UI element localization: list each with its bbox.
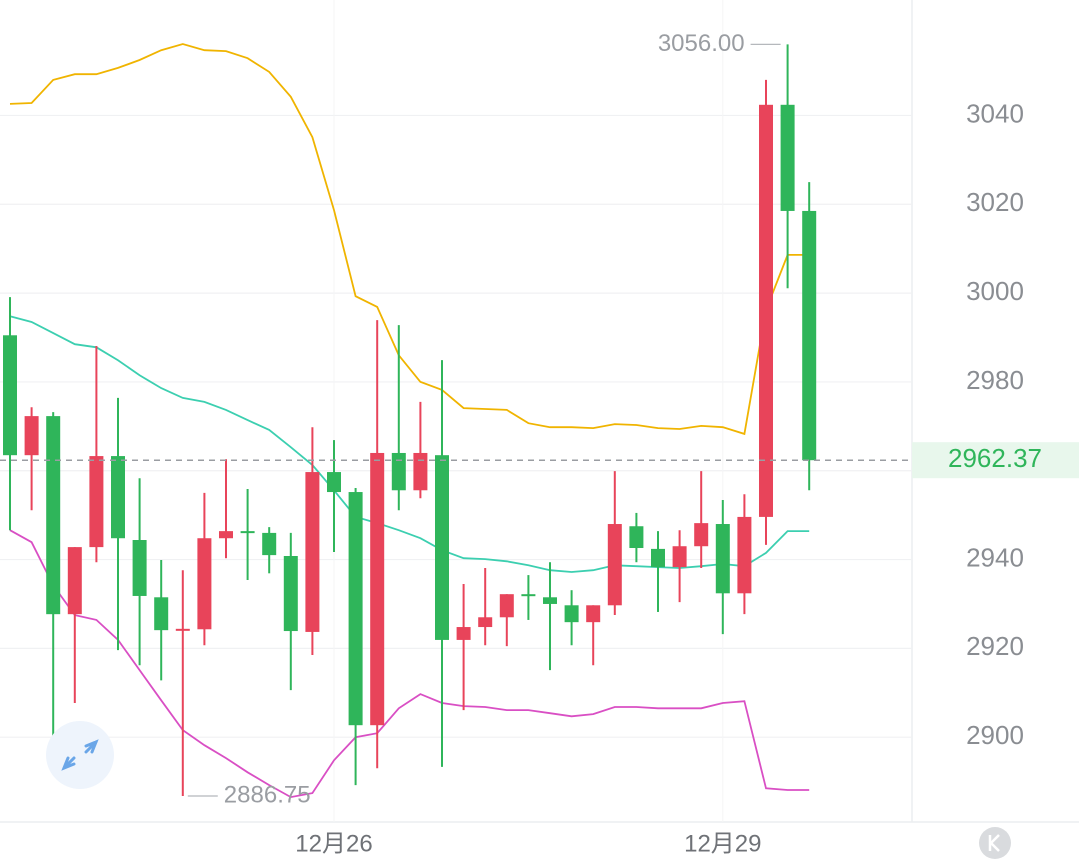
candle-body — [802, 210, 817, 461]
candle-body — [499, 594, 514, 618]
candle-body — [89, 456, 104, 548]
candle-body — [24, 416, 39, 456]
candle-body — [651, 548, 665, 568]
band-line — [9, 43, 810, 436]
y-tick-label: 3040 — [966, 98, 1024, 128]
y-tick-label: 2900 — [966, 720, 1024, 750]
high-annotation: 3056.00 — [658, 30, 745, 57]
candle-body — [175, 628, 190, 631]
x-tick-label: 12月26 — [295, 830, 372, 857]
y-tick-label: 2980 — [966, 365, 1024, 395]
candle-body — [197, 538, 212, 630]
candle-body — [435, 455, 449, 640]
candle-body — [283, 555, 298, 632]
k-button-bg — [979, 827, 1011, 859]
candle-body — [478, 617, 493, 628]
candle-body — [67, 547, 82, 615]
candle-body — [240, 531, 255, 534]
candle-body — [413, 452, 428, 491]
candle-body — [694, 523, 709, 547]
expand-button-bg — [46, 721, 114, 789]
candle-body — [348, 492, 363, 726]
candle-body — [456, 627, 471, 640]
candle-body — [672, 546, 687, 568]
expand-icon — [61, 739, 99, 771]
candle-body — [629, 526, 644, 549]
candle-body — [262, 532, 277, 556]
candle-body — [564, 605, 579, 623]
candle-body — [759, 104, 773, 517]
candle-body — [737, 516, 752, 594]
band-line — [9, 529, 810, 799]
y-tick-label: 3000 — [966, 276, 1024, 306]
y-tick-label: 2920 — [966, 631, 1024, 661]
y-tick-label: 3020 — [966, 187, 1024, 217]
candle-body — [607, 524, 622, 606]
low-annotation: 2886.75 — [224, 781, 311, 808]
candle-body — [46, 416, 61, 615]
candle-body — [715, 524, 730, 594]
candle-body — [586, 605, 601, 623]
candle-body — [521, 594, 536, 597]
x-tick-label: 12月29 — [684, 830, 761, 857]
k-icon — [988, 834, 1000, 852]
candle-body — [327, 472, 341, 493]
candle-body — [3, 335, 17, 456]
band-line — [9, 315, 810, 573]
candle-body — [370, 452, 385, 726]
y-tick-label: 2940 — [966, 542, 1024, 572]
expand-button[interactable] — [46, 721, 114, 789]
candle-body — [154, 597, 169, 631]
candle-body — [219, 531, 233, 539]
k-button[interactable] — [979, 827, 1011, 859]
last-price-label: 2962.37 — [948, 443, 1042, 473]
candle-body — [780, 104, 795, 211]
candle-body — [543, 597, 557, 604]
candle-body — [111, 456, 125, 539]
candle-body — [305, 472, 320, 632]
candle-body — [132, 540, 147, 596]
candle-body — [391, 452, 406, 491]
last-price-tag — [912, 442, 1079, 479]
